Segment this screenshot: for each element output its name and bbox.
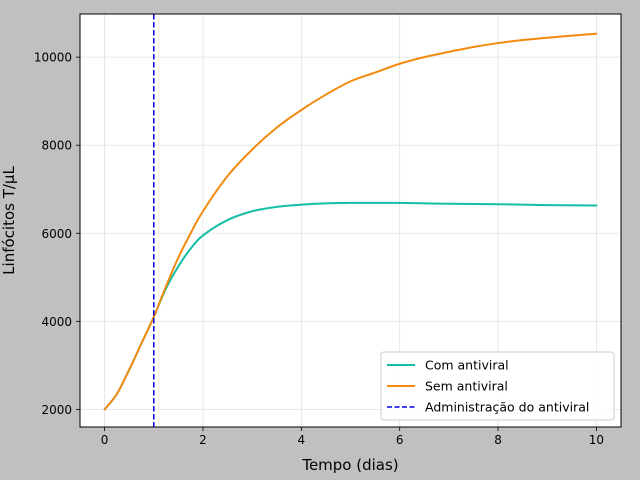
y-tick-label: 4000	[41, 315, 72, 329]
x-tick-label: 6	[396, 433, 404, 447]
legend-box	[380, 351, 615, 421]
y-tick-label: 8000	[41, 139, 72, 153]
y-tick-label: 6000	[41, 227, 72, 241]
legend-label: Sem antiviral	[425, 379, 508, 394]
x-tick-label: 10	[589, 433, 604, 447]
y-axis-label: Linfócitos T/µL	[0, 166, 18, 275]
x-tick-label: 0	[101, 433, 109, 447]
legend-label: Com antiviral	[425, 358, 509, 373]
x-axis-label: Tempo (dias)	[301, 456, 398, 474]
series-sem-antiviral-line	[103, 32, 598, 411]
series-layer	[103, 14, 598, 427]
y-tick-label: 2000	[41, 403, 72, 417]
legend-label: Administração do antiviral	[425, 400, 589, 415]
x-tick-label: 8	[494, 433, 502, 447]
x-tick-label: 2	[199, 433, 207, 447]
y-tick-label: 10000	[34, 51, 72, 65]
x-tick-label: 4	[297, 433, 305, 447]
plot-frame	[79, 13, 622, 428]
ticks: 0 2 4 6 8 10 2000 4000 6000 8000 10000	[34, 51, 604, 447]
legend: Com antiviral Sem antiviral Administração …	[380, 351, 615, 421]
